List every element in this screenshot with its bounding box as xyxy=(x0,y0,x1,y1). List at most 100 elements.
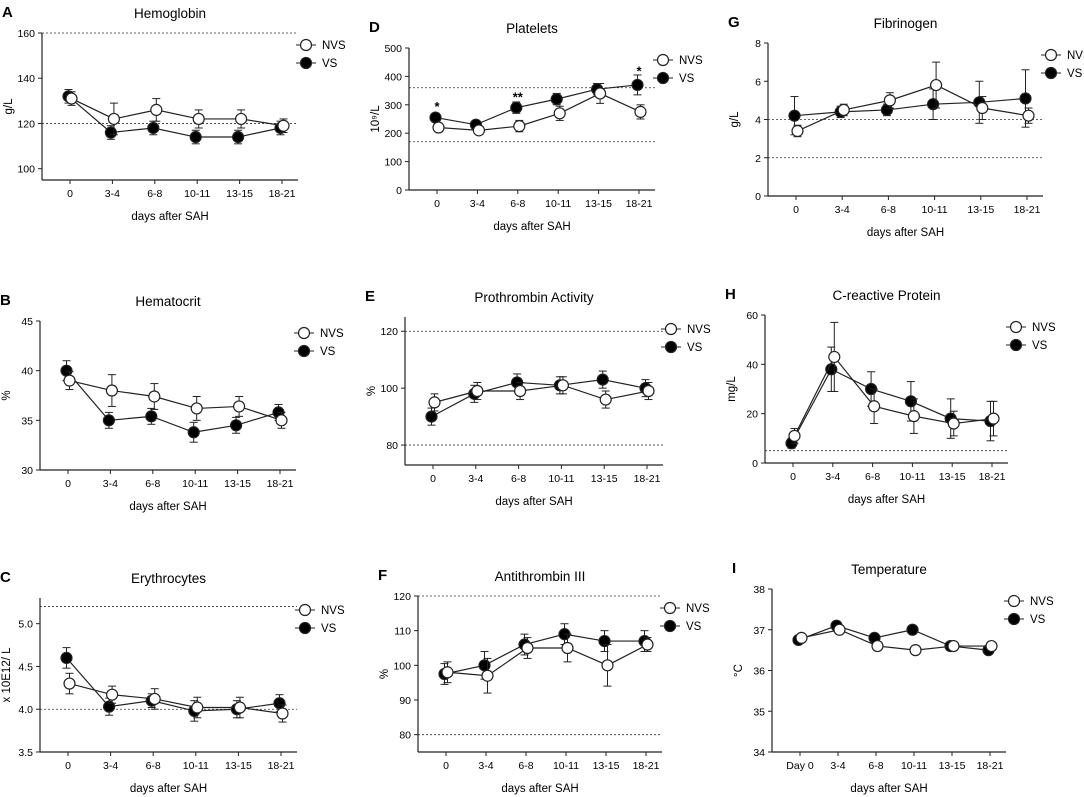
vs-point xyxy=(550,93,563,106)
x-tick-label: 6-8 xyxy=(865,471,880,483)
nvs-point xyxy=(65,92,78,105)
panel-letter: E xyxy=(365,288,375,305)
nvs-point xyxy=(791,124,804,138)
nvs-point xyxy=(561,641,574,655)
x-tick-label: 0 xyxy=(790,471,796,483)
legend-nvs-marker xyxy=(1009,320,1023,334)
nvs-line xyxy=(447,644,648,677)
x-tick-label: 6-8 xyxy=(511,473,526,485)
x-tick-label: 13-15 xyxy=(226,188,253,200)
panel-i: I Temperature 34 35 36 37 38 Day 0 3-4 6-8 10-11 13… xyxy=(732,560,1054,795)
y-tick-label: 100 xyxy=(393,660,411,672)
x-tick-label: 13-15 xyxy=(939,471,966,483)
nvs-point xyxy=(837,103,850,117)
nvs-point xyxy=(275,414,288,427)
x-tick-label: 3-4 xyxy=(825,471,840,483)
nvs-line xyxy=(793,355,994,437)
legend-vs-marker xyxy=(664,340,678,354)
significance-marker: * xyxy=(434,99,440,114)
legend-vs-label: VS xyxy=(320,346,336,358)
panel-g: G Fibrinogen 0 2 4 6 8 0 3-4 6-8 10-11 13-15 18-21 da… xyxy=(728,14,1084,239)
x-axis-label: days after SAH xyxy=(495,496,572,508)
x-tick-label: 13-15 xyxy=(593,760,620,772)
panel-a: A Hemoglobin 100 120 140 160 0 3-4 6-8 10-11 13-15… xyxy=(2,4,346,223)
vs-line xyxy=(435,84,638,126)
legend-vs-marker xyxy=(299,56,313,70)
nvs-point xyxy=(277,119,290,132)
nvs-point xyxy=(148,390,161,403)
nvs-point xyxy=(883,94,897,107)
nvs-point xyxy=(976,101,989,115)
nvs-point xyxy=(521,641,534,655)
y-tick-label: 90 xyxy=(399,695,411,707)
x-axis-label: days after SAH xyxy=(850,783,927,795)
chart-title: C-reactive Protein xyxy=(832,288,940,303)
vs-point xyxy=(596,373,609,386)
panel-c: C Erythrocytes 3.5 4.0 4.5 5.0 0 3-4 6-8 10-11 13-… xyxy=(0,569,345,795)
x-tick-label: 10-11 xyxy=(922,204,948,216)
legend-vs-label: VS xyxy=(321,623,337,635)
panel-letter: F xyxy=(378,567,387,584)
y-tick-label: 5.0 xyxy=(18,619,33,631)
y-tick-label: 40 xyxy=(746,359,758,371)
nvs-point xyxy=(641,638,654,651)
x-tick-label: 3-4 xyxy=(478,760,493,772)
nvs-point xyxy=(150,103,163,116)
vs-point xyxy=(788,109,801,122)
nvs-point xyxy=(987,412,1000,425)
vs-point xyxy=(478,659,491,672)
legend-nvs-marker xyxy=(656,53,670,67)
legend-nvs-marker xyxy=(663,601,677,615)
legend: NVS VS xyxy=(660,601,710,633)
y-tick-label: 8 xyxy=(755,38,761,50)
vs-point xyxy=(60,364,73,377)
significance-marker: ** xyxy=(513,89,524,104)
legend: NVS VS xyxy=(296,38,346,70)
nvs-line xyxy=(434,384,649,403)
x-tick-label: 3-4 xyxy=(830,760,845,772)
x-tick-label: 10-11 xyxy=(553,760,579,772)
vs-point xyxy=(60,651,73,664)
nvs-point xyxy=(599,393,612,406)
legend-vs-label: VS xyxy=(687,342,703,354)
y-tick-label: 100 xyxy=(384,157,402,169)
x-axis-label: days after SAH xyxy=(493,221,570,233)
y-axis-label: 10⁹/L xyxy=(370,105,382,133)
y-tick-label: 80 xyxy=(386,440,398,452)
y-tick-label: 100 xyxy=(380,383,398,395)
nvs-point xyxy=(947,417,960,430)
legend: NVS VS xyxy=(295,603,345,635)
vs-point xyxy=(230,419,243,432)
x-tick-label: 6-8 xyxy=(868,760,883,772)
nvs-point xyxy=(235,112,248,126)
nvs-point xyxy=(428,396,441,409)
x-tick-label: 10-11 xyxy=(184,188,210,200)
nvs-point xyxy=(148,692,161,706)
nvs-point xyxy=(233,400,246,413)
y-tick-label: 0 xyxy=(755,191,761,203)
y-tick-label: 35 xyxy=(21,415,33,427)
legend-vs-label: VS xyxy=(1030,614,1046,626)
x-tick-label: 13-15 xyxy=(591,473,618,485)
legend-nvs-label: NVS xyxy=(321,605,345,617)
y-tick-label: 37 xyxy=(753,625,765,637)
nvs-point xyxy=(795,631,808,645)
legend-nvs-marker xyxy=(664,322,678,336)
y-tick-label: 80 xyxy=(399,730,411,742)
x-tick-label: 18-21 xyxy=(267,478,294,490)
nvs-point xyxy=(191,701,204,714)
x-tick-label: 18-21 xyxy=(269,188,296,200)
nvs-point xyxy=(513,119,526,133)
x-tick-label: 3-4 xyxy=(468,473,483,485)
nvs-line xyxy=(797,84,1029,132)
panel-letter: A xyxy=(2,4,13,21)
nvs-point xyxy=(105,688,119,701)
nvs-point xyxy=(634,105,647,119)
nvs-point xyxy=(593,87,607,100)
y-tick-label: 120 xyxy=(380,326,398,338)
legend-nvs-label: NVS xyxy=(320,328,344,340)
vs-point xyxy=(189,130,202,144)
nvs-point xyxy=(985,639,998,653)
nvs-point xyxy=(441,666,454,679)
